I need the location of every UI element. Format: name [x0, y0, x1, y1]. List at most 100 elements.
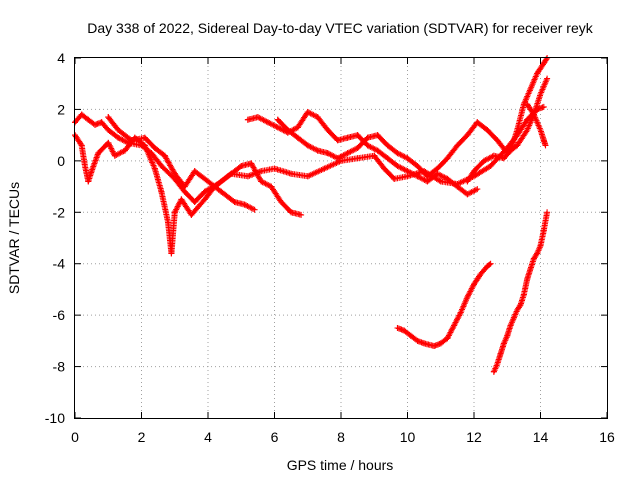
data-point-run: [168, 210, 178, 257]
data-point-run: [115, 127, 134, 143]
data-point-run: [278, 199, 293, 215]
data-point-run: [451, 311, 463, 329]
data-point-run: [188, 197, 207, 218]
y-axis-tick-labels: -10 -8 -6 -4 -2 0 2 4: [45, 50, 65, 426]
data-point-run: [464, 186, 479, 198]
data-point-run: [500, 148, 513, 162]
data-point-run: [394, 150, 410, 161]
data-point-run: [507, 316, 517, 329]
data-point-run: [98, 119, 111, 132]
axis-ticks: [74, 57, 608, 419]
data-point-run: [477, 264, 490, 277]
data-point-run: [524, 267, 533, 283]
data-point: [298, 211, 305, 218]
data-point-run: [248, 160, 264, 183]
data-point-run: [294, 134, 310, 148]
data-point-run: [294, 110, 310, 131]
x-tick-label: 14: [533, 429, 549, 445]
data-point-run: [471, 163, 493, 180]
data-point-run: [374, 147, 390, 161]
data-point-run: [78, 142, 88, 168]
data-point-run: [201, 184, 217, 203]
data-point-run: [151, 165, 164, 194]
data-point-run: [321, 158, 343, 172]
data-point-run: [444, 143, 460, 162]
data-point-run: [258, 178, 273, 189]
series-track-h: [394, 260, 494, 349]
data-point-run: [471, 159, 486, 175]
data-point-run: [514, 102, 527, 133]
data-point-run: [514, 128, 530, 149]
data-point-run: [394, 163, 410, 174]
data-point-run: [381, 165, 397, 181]
data-point-run: [520, 87, 533, 108]
data-point-run: [464, 120, 480, 139]
data-point-run: [105, 139, 118, 158]
x-tick-label: 10: [400, 429, 416, 445]
data-point-run: [484, 261, 493, 270]
series-track-e: [274, 75, 551, 180]
data-point-run: [384, 155, 400, 168]
y-tick-label: 2: [57, 101, 65, 117]
data-point-run: [514, 303, 523, 313]
data-point-run: [540, 56, 550, 67]
data-point-run: [338, 155, 359, 164]
data-point-run: [264, 119, 280, 130]
data-point-run: [434, 170, 449, 182]
data-point-run: [527, 72, 540, 92]
data-point-run: [241, 201, 257, 212]
data-point-run: [324, 127, 340, 143]
data-point-run: [401, 327, 413, 338]
data-point-run: [171, 175, 187, 194]
data-point-run: [158, 188, 171, 224]
data-point-run: [407, 332, 420, 343]
data-point-run: [274, 116, 290, 132]
x-axis-tick-labels: 0 2 4 6 8 10 12 14 16: [71, 429, 615, 445]
data-point-run: [78, 111, 90, 122]
data-point-run: [510, 308, 520, 321]
series-track-g: [524, 101, 549, 149]
data-point: [544, 209, 551, 216]
series-track-d: [244, 109, 481, 198]
y-tick-label: -10: [45, 410, 65, 426]
data-point-run: [288, 170, 310, 179]
data-point-run: [284, 127, 300, 140]
data-series-group: [72, 55, 551, 375]
data-point-run: [141, 142, 158, 170]
data-point-run: [507, 128, 520, 154]
data-point-run: [364, 142, 380, 153]
data-point-run: [474, 119, 490, 132]
data-point-run: [244, 114, 260, 123]
data-point-run: [88, 151, 101, 175]
x-tick-label: 4: [204, 429, 212, 445]
data-point-run: [271, 165, 293, 177]
data-point-run: [537, 77, 550, 97]
data-point-run: [530, 251, 540, 262]
data-point-run: [158, 163, 177, 181]
y-tick-label: 0: [57, 153, 65, 169]
data-point-run: [444, 175, 460, 189]
data-point-run: [457, 295, 470, 316]
data-point-run: [454, 133, 470, 149]
data-point-run: [500, 334, 510, 347]
data-point-run: [334, 150, 350, 162]
data-point-run: [191, 189, 207, 205]
data-point-run: [268, 183, 284, 204]
data-point-run: [371, 152, 387, 171]
y-tick-label: 4: [57, 50, 65, 66]
data-point-run: [141, 134, 157, 150]
data-point-run: [314, 114, 330, 132]
y-tick-label: -8: [53, 359, 66, 375]
data-point-run: [540, 210, 550, 234]
data-point-run: [254, 114, 270, 125]
data-point-run: [404, 155, 420, 168]
y-tick-label: -2: [53, 204, 66, 220]
data-point: [540, 103, 547, 110]
data-point-run: [354, 153, 376, 162]
data-point-run: [374, 132, 390, 148]
data-point: [542, 142, 549, 149]
grid: [75, 58, 607, 418]
data-point-run: [534, 61, 546, 77]
plot-frame: [74, 57, 608, 419]
